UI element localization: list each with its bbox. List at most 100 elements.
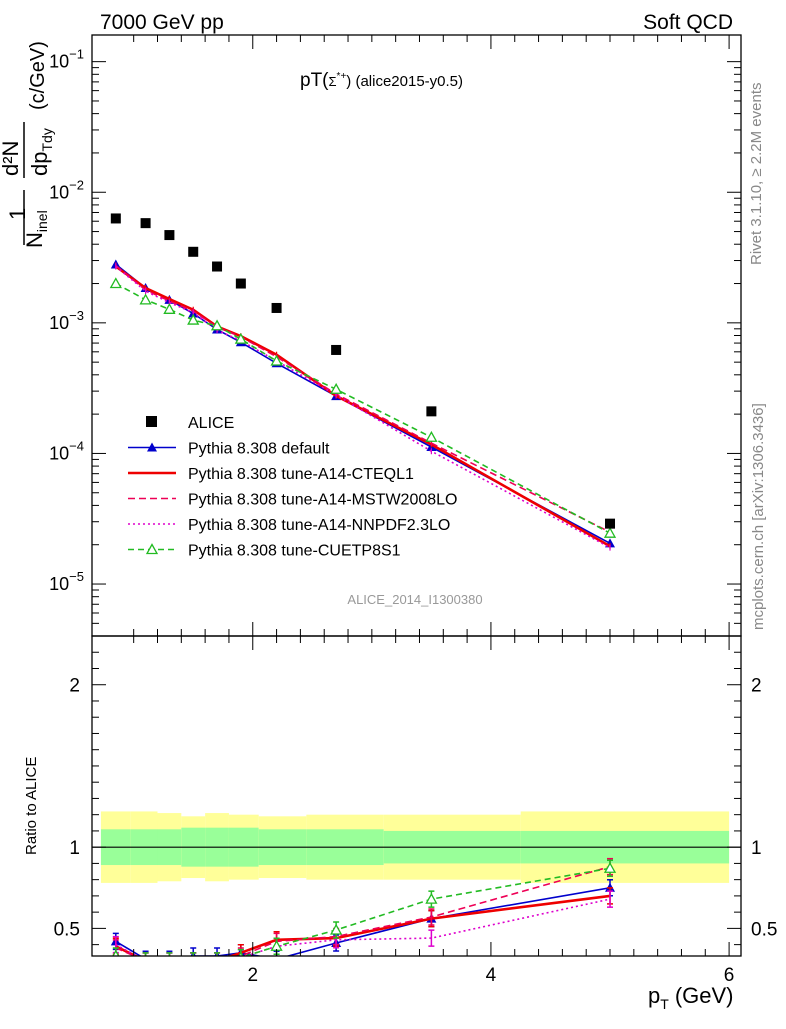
- ylabel-one: 1: [5, 208, 30, 220]
- x-axis-label: pT (GeV): [648, 983, 734, 1012]
- main-marker-triangle-open: [425, 430, 438, 442]
- main-marker-triangle-open: [139, 293, 152, 305]
- ylabel-n-main: N: [22, 232, 47, 248]
- legend-marker-triangle-open: [145, 543, 159, 555]
- x-tick-label: 2: [247, 965, 258, 986]
- title-tail: ) (alice2015-y0.5): [346, 73, 463, 90]
- analysis-watermark: ALICE_2014_I1300380: [347, 592, 482, 607]
- ratio-marker-triangle-open: [144, 954, 147, 956]
- ratio-line-pythia-8-308-tune-a14-cteql1: [115, 894, 611, 956]
- ratio-y-tick-label-right: 2: [751, 676, 762, 697]
- ylabel-dp-sub: Tdy: [39, 128, 55, 151]
- legend-label-pythia-8-308-default: Pythia 8.308 default: [188, 441, 330, 458]
- ylabel-dp: dpTdy: [27, 128, 55, 176]
- ratio-marker-triangle-open: [330, 923, 343, 935]
- main-panel-curves: [109, 259, 617, 551]
- axis-tick-labels: 2 4 610−510−410−310−210−10.5 0.51 12 2: [49, 47, 777, 986]
- legend-label-alice: ALICE: [188, 415, 234, 432]
- ratio-panel-frame: [91, 635, 742, 957]
- rivet-label: Rivet 3.1.10, ≥ 2.2M events: [748, 83, 765, 266]
- ylabel-n: Ninel: [22, 210, 50, 248]
- alice-data-point: [110, 213, 121, 224]
- ratio-line-pythia-8-308-default: [115, 887, 611, 956]
- y-tick-label: 10−5: [49, 569, 84, 594]
- ratio-marker-triangle-open: [425, 892, 438, 904]
- main-marker-triangle-open: [234, 332, 247, 344]
- main-line-pythia-8-308-tune-cuetp8s1: [115, 282, 611, 534]
- alice-data-point: [605, 518, 616, 529]
- ratio-y-tick-label-right: 0.5: [751, 919, 777, 940]
- ratio-line-pythia-8-308-tune-cuetp8s1: [115, 867, 611, 956]
- legend-label-pythia-8-308-tune-a14-mstw2008lo: Pythia 8.308 tune-A14-MSTW2008LO: [188, 492, 457, 509]
- alice-data-point: [212, 261, 223, 272]
- y-tick-base: 10: [49, 443, 69, 463]
- alice-data-point: [140, 218, 151, 229]
- y-tick-base: 10: [49, 313, 69, 333]
- y-tick-label: 10−1: [49, 47, 84, 72]
- main-marker-triangle-open: [270, 354, 283, 366]
- main-marker-triangle-open: [187, 313, 200, 325]
- main-marker-triangle-open: [330, 382, 343, 394]
- alice-data-point: [426, 406, 437, 417]
- legend-marker-triangle: [147, 442, 157, 452]
- legend: ALICE Pythia 8.308 default Pythia 8.308 tu…: [128, 415, 457, 560]
- alice-data-point: [188, 246, 199, 257]
- ylabel-n-sub: inel: [34, 210, 50, 232]
- xlabel-main: p: [648, 983, 660, 1008]
- y-tick-exponent: −1: [69, 47, 84, 62]
- ratio-marker-triangle-open: [603, 861, 617, 873]
- title-particle: Σ: [329, 74, 337, 89]
- main-panel-points: [110, 213, 616, 529]
- y-tick-exponent: −5: [69, 569, 84, 584]
- header-left: 7000 GeV pp: [100, 11, 224, 34]
- legend-marker-alice: [146, 416, 157, 427]
- y-tick-label: 10−2: [49, 177, 84, 202]
- y-tick-base: 10: [49, 182, 69, 202]
- chart-title: pT(Σ*+) (alice2015-y0.5): [300, 70, 463, 91]
- title-main: pT(: [300, 70, 329, 91]
- y-tick-exponent: −3: [69, 308, 84, 323]
- alice-data-point: [235, 278, 246, 289]
- ylabel-d2n: d²N: [0, 141, 23, 176]
- title-sup: *+: [337, 71, 347, 82]
- legend-label-pythia-8-308-tune-cuetp8s1: Pythia 8.308 tune-CUETP8S1: [188, 543, 401, 560]
- ratio-y-tick-label-left: 2: [69, 676, 80, 697]
- y-tick-base: 10: [49, 574, 69, 594]
- xlabel-unit: (GeV): [675, 983, 734, 1008]
- ratio-marker-triangle-open: [192, 954, 195, 956]
- ratio-y-tick-label-left: 1: [69, 838, 80, 859]
- y-tick-exponent: −4: [69, 438, 84, 453]
- main-marker-triangle-open: [109, 277, 122, 289]
- main-marker-triangle-open: [163, 302, 176, 314]
- y-tick-label: 10−3: [49, 308, 84, 333]
- y-axis-label: 1 Ninel d²N dpTdy (c/GeV): [0, 41, 55, 248]
- xlabel-sub: T: [660, 996, 669, 1012]
- alice-data-point: [331, 344, 342, 355]
- ylabel-unit: (c/GeV): [27, 41, 49, 110]
- axis-ticks: [92, 35, 741, 956]
- main-line-pythia-8-308-tune-a14-nnpdf2-3lo: [115, 265, 611, 549]
- ratio-y-tick-label-right: 1: [751, 838, 762, 859]
- x-tick-label: 4: [486, 965, 497, 986]
- alice-data-point: [271, 302, 282, 313]
- legend-label-pythia-8-308-tune-a14-nnpdf2-3lo: Pythia 8.308 tune-A14-NNPDF2.3LO: [188, 517, 450, 534]
- legend-label-pythia-8-308-tune-a14-cteql1: Pythia 8.308 tune-A14-CTEQL1: [188, 466, 414, 483]
- ratio-y-tick-label-left: 0.5: [54, 919, 80, 940]
- ylabel-dp-main: dp: [27, 152, 52, 176]
- x-tick-label: 6: [724, 965, 735, 986]
- header-right: Soft QCD: [643, 11, 733, 34]
- main-marker-triangle-open: [603, 526, 617, 538]
- mcplots-label: mcplots.cern.ch [arXiv:1306.3436]: [750, 403, 767, 630]
- y-tick-label: 10−4: [49, 438, 84, 463]
- main-line-pythia-8-308-tune-a14-cteql1: [115, 265, 611, 548]
- ratio-line-pythia-8-308-tune-a14-nnpdf2-3lo: [115, 898, 611, 956]
- main-marker-triangle-open: [210, 319, 224, 331]
- ratio-marker-triangle-open: [216, 954, 218, 956]
- ratio-marker-triangle-open: [238, 951, 244, 956]
- y-tick-base: 10: [49, 52, 69, 72]
- ratio-ylabel: Ratio to ALICE: [23, 757, 40, 855]
- ratio-line-pythia-8-308-tune-a14-mstw2008lo: [115, 865, 611, 956]
- alice-data-point: [164, 230, 175, 241]
